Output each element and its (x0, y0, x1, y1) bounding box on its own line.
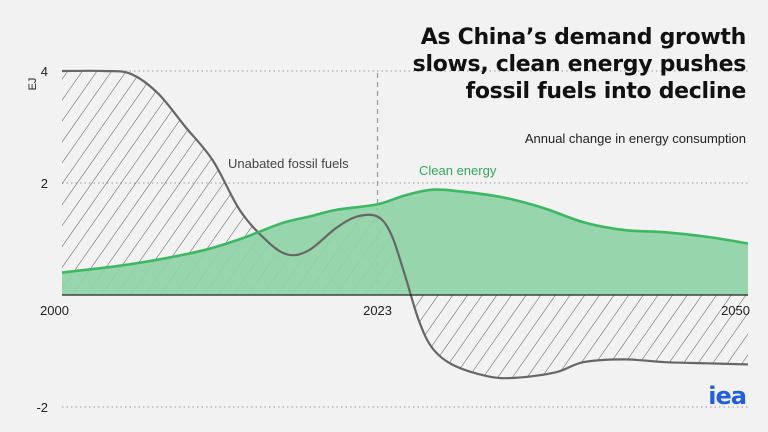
fossil-fuels-hatched-area (62, 70, 748, 379)
chart-subtitle: Annual change in energy consumption (524, 131, 746, 146)
clean-energy-line (62, 188, 748, 274)
series-label-clean: Clean energy (419, 163, 497, 178)
y-tick-label: 2 (41, 176, 48, 191)
x-tick-label: 2000 (40, 303, 69, 318)
title-block: As China’s demand growth slows, clean en… (366, 24, 747, 146)
iea-logo: iea (708, 382, 747, 410)
x-tick-label: 2050 (721, 303, 750, 318)
clean-energy-area (62, 189, 748, 295)
series-label-fossil: Unabated fossil fuels (228, 156, 349, 171)
x-tick-label: 2023 (363, 303, 392, 318)
fossil-fuels-line (62, 69, 748, 380)
y-axis-label: EJ (27, 78, 39, 91)
y-tick-label: -2 (36, 400, 48, 415)
chart-title: As China’s demand growth slows, clean en… (412, 25, 747, 104)
y-tick-label: 4 (41, 64, 48, 79)
